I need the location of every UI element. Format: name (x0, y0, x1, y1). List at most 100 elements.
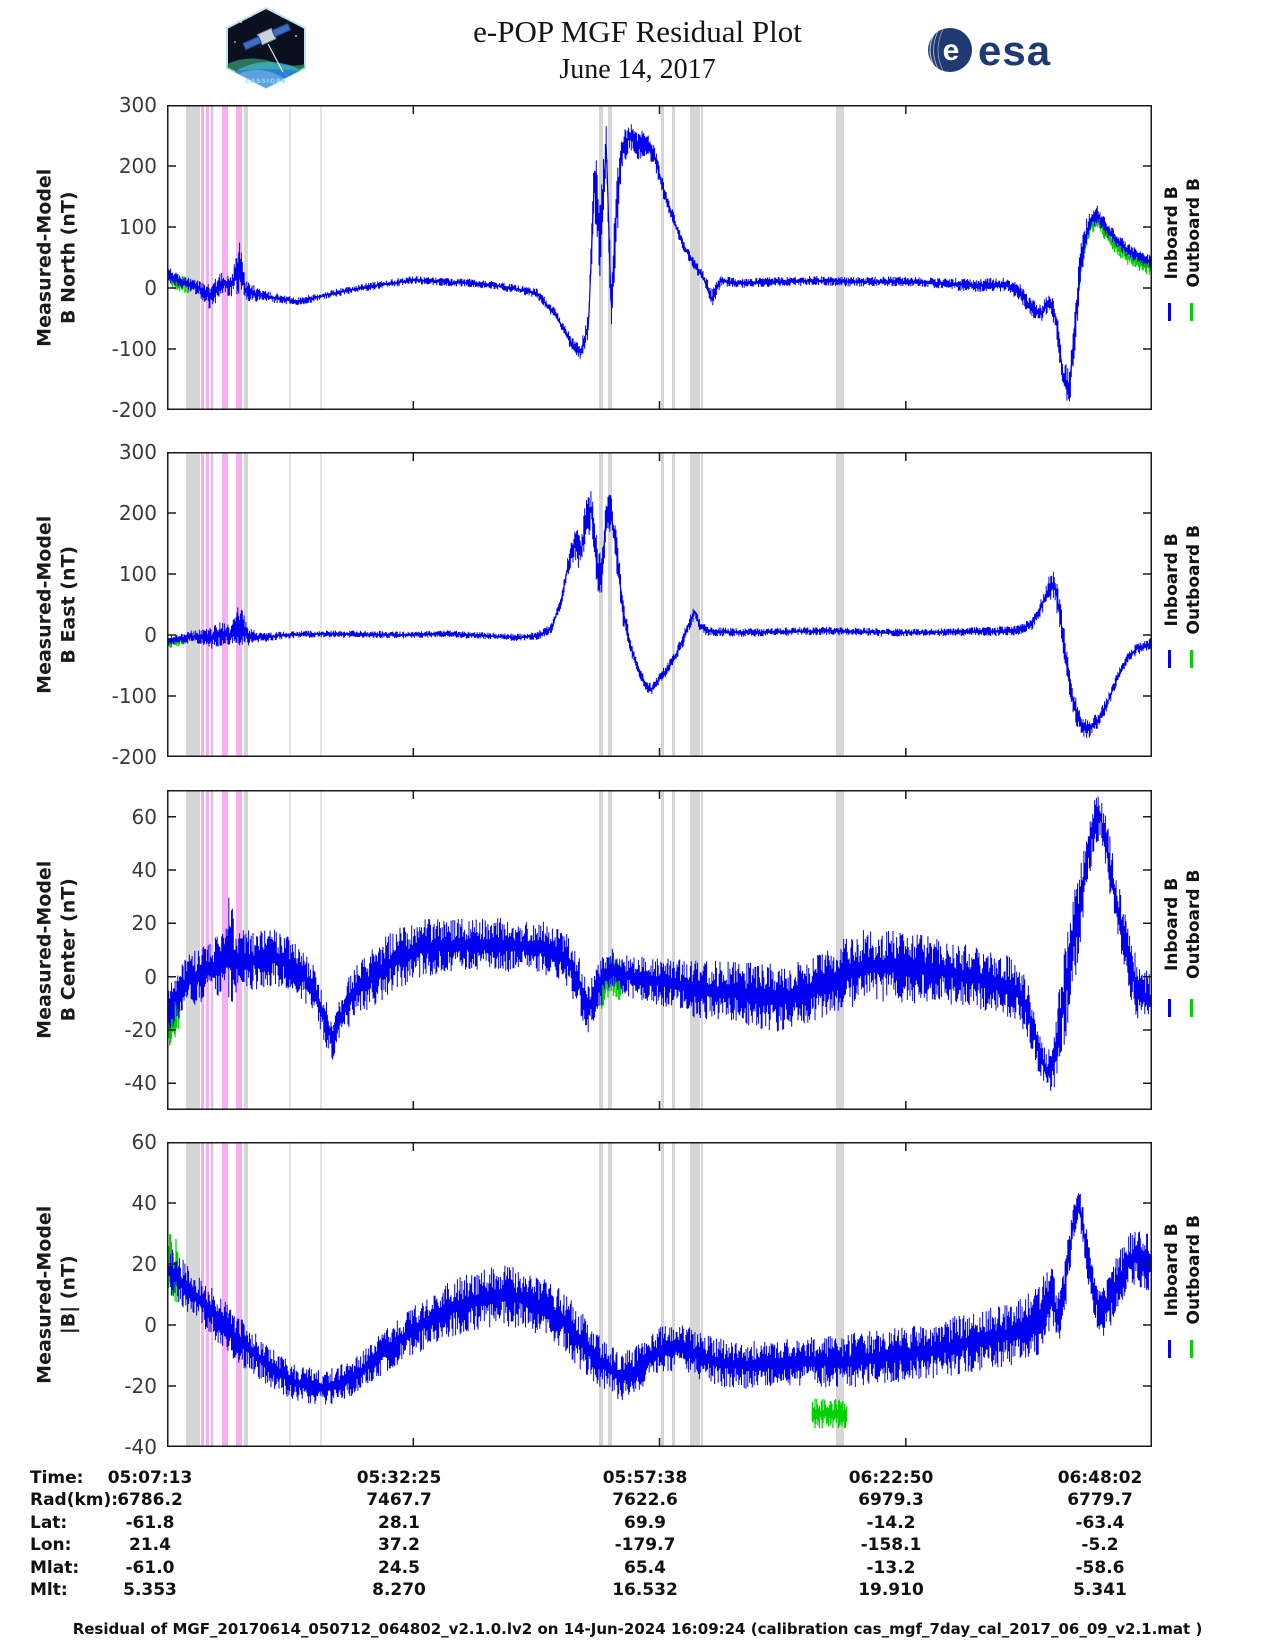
table-cell: 16.532 (612, 1580, 678, 1600)
table-cell: -58.6 (1075, 1557, 1125, 1578)
table-cell: 19.910 (858, 1580, 924, 1600)
panel-ylabel-b_east: Measured-Model B East (nT) (33, 444, 81, 764)
y-tick-label: 20 (131, 1252, 157, 1276)
panel-legend-b_center: Inboard B Outboard B (1160, 790, 1212, 1110)
inboard-trace (167, 124, 1152, 402)
table-cell: 69.9 (624, 1512, 666, 1533)
outboard-trace (811, 1398, 847, 1429)
ylabel-line2: B Center (nT) (57, 878, 79, 1022)
panel-b_north-plot (167, 105, 1152, 410)
inboard-trace (167, 796, 1152, 1091)
y-tick-label: 0 (144, 276, 157, 300)
table-cell: 05:57:38 (602, 1468, 688, 1488)
y-tick-label: 300 (118, 440, 157, 464)
legend-inboard-label: Inboard B (1162, 877, 1182, 971)
y-tick-label: -100 (111, 684, 157, 708)
table-cell: 28.1 (378, 1512, 420, 1533)
y-tick-label: 60 (131, 804, 157, 829)
legend-inboard-label: Inboard B (1162, 1223, 1182, 1317)
y-tick-label: 60 (131, 1130, 157, 1154)
legend-inboard-marker (1168, 303, 1171, 322)
panel-b_magnitude-plot (167, 1142, 1152, 1447)
esa-globe (928, 28, 972, 72)
table-row-label: Time: (30, 1468, 84, 1488)
table-cell: 6779.7 (1067, 1490, 1133, 1511)
page-title: e-POP MGF Residual Plot (473, 14, 802, 49)
ylabel-line1: Measured-Model (33, 168, 56, 347)
ylabel-line1: Measured-Model (33, 1205, 56, 1384)
table-cell: 06:22:50 (848, 1468, 934, 1488)
legend-outboard-marker (1190, 650, 1193, 669)
table-cell: 8.270 (372, 1580, 426, 1600)
table-row-label: Lon: (30, 1535, 72, 1556)
legend-outboard-label: Outboard B (1184, 525, 1204, 635)
y-tick-label: -20 (124, 1374, 157, 1398)
table-cell: 5.353 (123, 1580, 177, 1600)
legend-inboard-marker (1168, 1340, 1171, 1359)
table-cell: 7622.6 (612, 1490, 678, 1511)
table-row-label: Lat: (30, 1512, 68, 1533)
esa-wordmark: esa (978, 27, 1051, 74)
y-tick-label: 100 (118, 562, 157, 586)
legend-outboard-marker (1190, 303, 1193, 322)
y-tick-label: 0 (144, 623, 157, 647)
ylabel-line1: Measured-Model (33, 515, 56, 694)
legend-outboard-label: Outboard B (1184, 869, 1204, 980)
panel-b_east-plot (167, 452, 1152, 757)
y-tick-label: -40 (124, 1071, 157, 1096)
inboard-trace (167, 1193, 1152, 1405)
esa-globe-e: e (943, 34, 960, 67)
ylabel-line2: |B| (nT) (57, 1254, 79, 1334)
y-tick-label: -200 (111, 398, 157, 422)
y-tick-label: -100 (111, 337, 157, 361)
patch-cassiope-label: CASSIOPE (245, 78, 286, 85)
table-cell: 24.5 (378, 1557, 420, 1578)
table-cell: 05:07:13 (107, 1468, 193, 1488)
table-cell: 5.341 (1073, 1580, 1127, 1600)
table-cell: -158.1 (860, 1535, 922, 1556)
table-cell: -61.0 (125, 1557, 175, 1578)
table-cell: -13.2 (866, 1557, 916, 1578)
legend-inboard-label: Inboard B (1162, 186, 1182, 280)
y-tick-label: 100 (118, 215, 157, 239)
table-row-label: Mlat: (30, 1557, 80, 1578)
ylabel-line1: Measured-Model (33, 860, 56, 1039)
table-cell: 6979.3 (858, 1490, 924, 1511)
ylabel-line2: B East (nT) (57, 545, 79, 664)
table-cell: -179.7 (614, 1535, 676, 1556)
y-tick-label: 300 (118, 93, 157, 117)
y-tick-label: -20 (124, 1018, 157, 1042)
y-tick-label: -200 (111, 745, 157, 769)
table-cell: 65.4 (624, 1557, 666, 1578)
cassiope-mission-patch: CASSIOPE (226, 6, 306, 90)
panel-legend-b_east: Inboard B Outboard B (1160, 452, 1212, 757)
legend-outboard-marker (1190, 998, 1193, 1017)
legend-outboard-marker (1190, 1340, 1193, 1359)
title-block: e-POP MGF Residual Plot June 14, 2017 (0, 14, 1275, 86)
table-cell: 21.4 (129, 1535, 171, 1556)
table-cell: -5.2 (1081, 1535, 1119, 1556)
y-tick-label: 40 (131, 858, 157, 882)
panel-legend-b_magnitude: Inboard B Outboard B (1160, 1142, 1212, 1447)
page-date: June 14, 2017 (559, 54, 716, 85)
y-tick-label: 200 (118, 501, 157, 525)
legend-inboard-marker (1168, 998, 1171, 1017)
legend-inboard-label: Inboard B (1162, 533, 1182, 627)
panel-ylabel-b_north: Measured-Model B North (nT) (33, 97, 81, 417)
y-tick-label: 40 (131, 1191, 157, 1215)
table-cell: -14.2 (866, 1512, 916, 1533)
panel-ylabel-b_magnitude: Measured-Model |B| (nT) (33, 1134, 81, 1454)
table-cell: -63.4 (1075, 1512, 1125, 1533)
table-row-label: Rad(km): (30, 1490, 119, 1511)
ylabel-line2: B North (nT) (57, 191, 79, 324)
patch-satellite (242, 22, 292, 51)
table-cell: 06:48:02 (1057, 1468, 1143, 1488)
esa-logo: e esa (928, 27, 1051, 74)
panel-legend-b_north: Inboard B Outboard B (1160, 105, 1212, 410)
inboard-trace (167, 491, 1152, 738)
table-cell: 7467.7 (366, 1490, 432, 1511)
y-tick-label: 0 (144, 964, 157, 989)
table-cell: 05:32:25 (356, 1468, 442, 1488)
legend-inboard-marker (1168, 650, 1171, 669)
